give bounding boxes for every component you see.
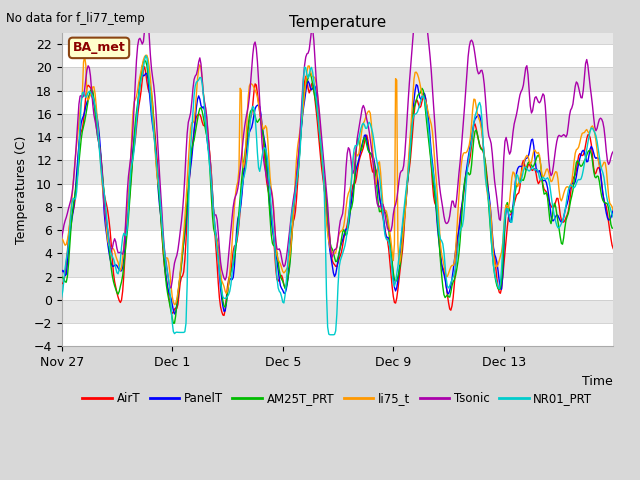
Title: Temperature: Temperature xyxy=(289,15,386,30)
Bar xyxy=(61,184,613,207)
Text: BA_met: BA_met xyxy=(73,41,125,54)
Bar xyxy=(61,253,613,276)
Y-axis label: Temperatures (C): Temperatures (C) xyxy=(15,135,28,244)
Bar xyxy=(61,44,613,67)
Bar xyxy=(61,160,613,184)
Bar xyxy=(61,114,613,137)
Bar xyxy=(61,300,613,323)
Legend: AirT, PanelT, AM25T_PRT, li75_t, Tsonic, NR01_PRT: AirT, PanelT, AM25T_PRT, li75_t, Tsonic,… xyxy=(77,387,597,409)
Bar xyxy=(61,67,613,91)
Bar xyxy=(61,137,613,160)
Bar xyxy=(61,91,613,114)
Bar xyxy=(61,276,613,300)
Bar xyxy=(61,207,613,230)
Bar xyxy=(61,323,613,347)
Text: No data for f_li77_temp: No data for f_li77_temp xyxy=(6,12,145,25)
X-axis label: Time: Time xyxy=(582,375,613,388)
Bar xyxy=(61,230,613,253)
